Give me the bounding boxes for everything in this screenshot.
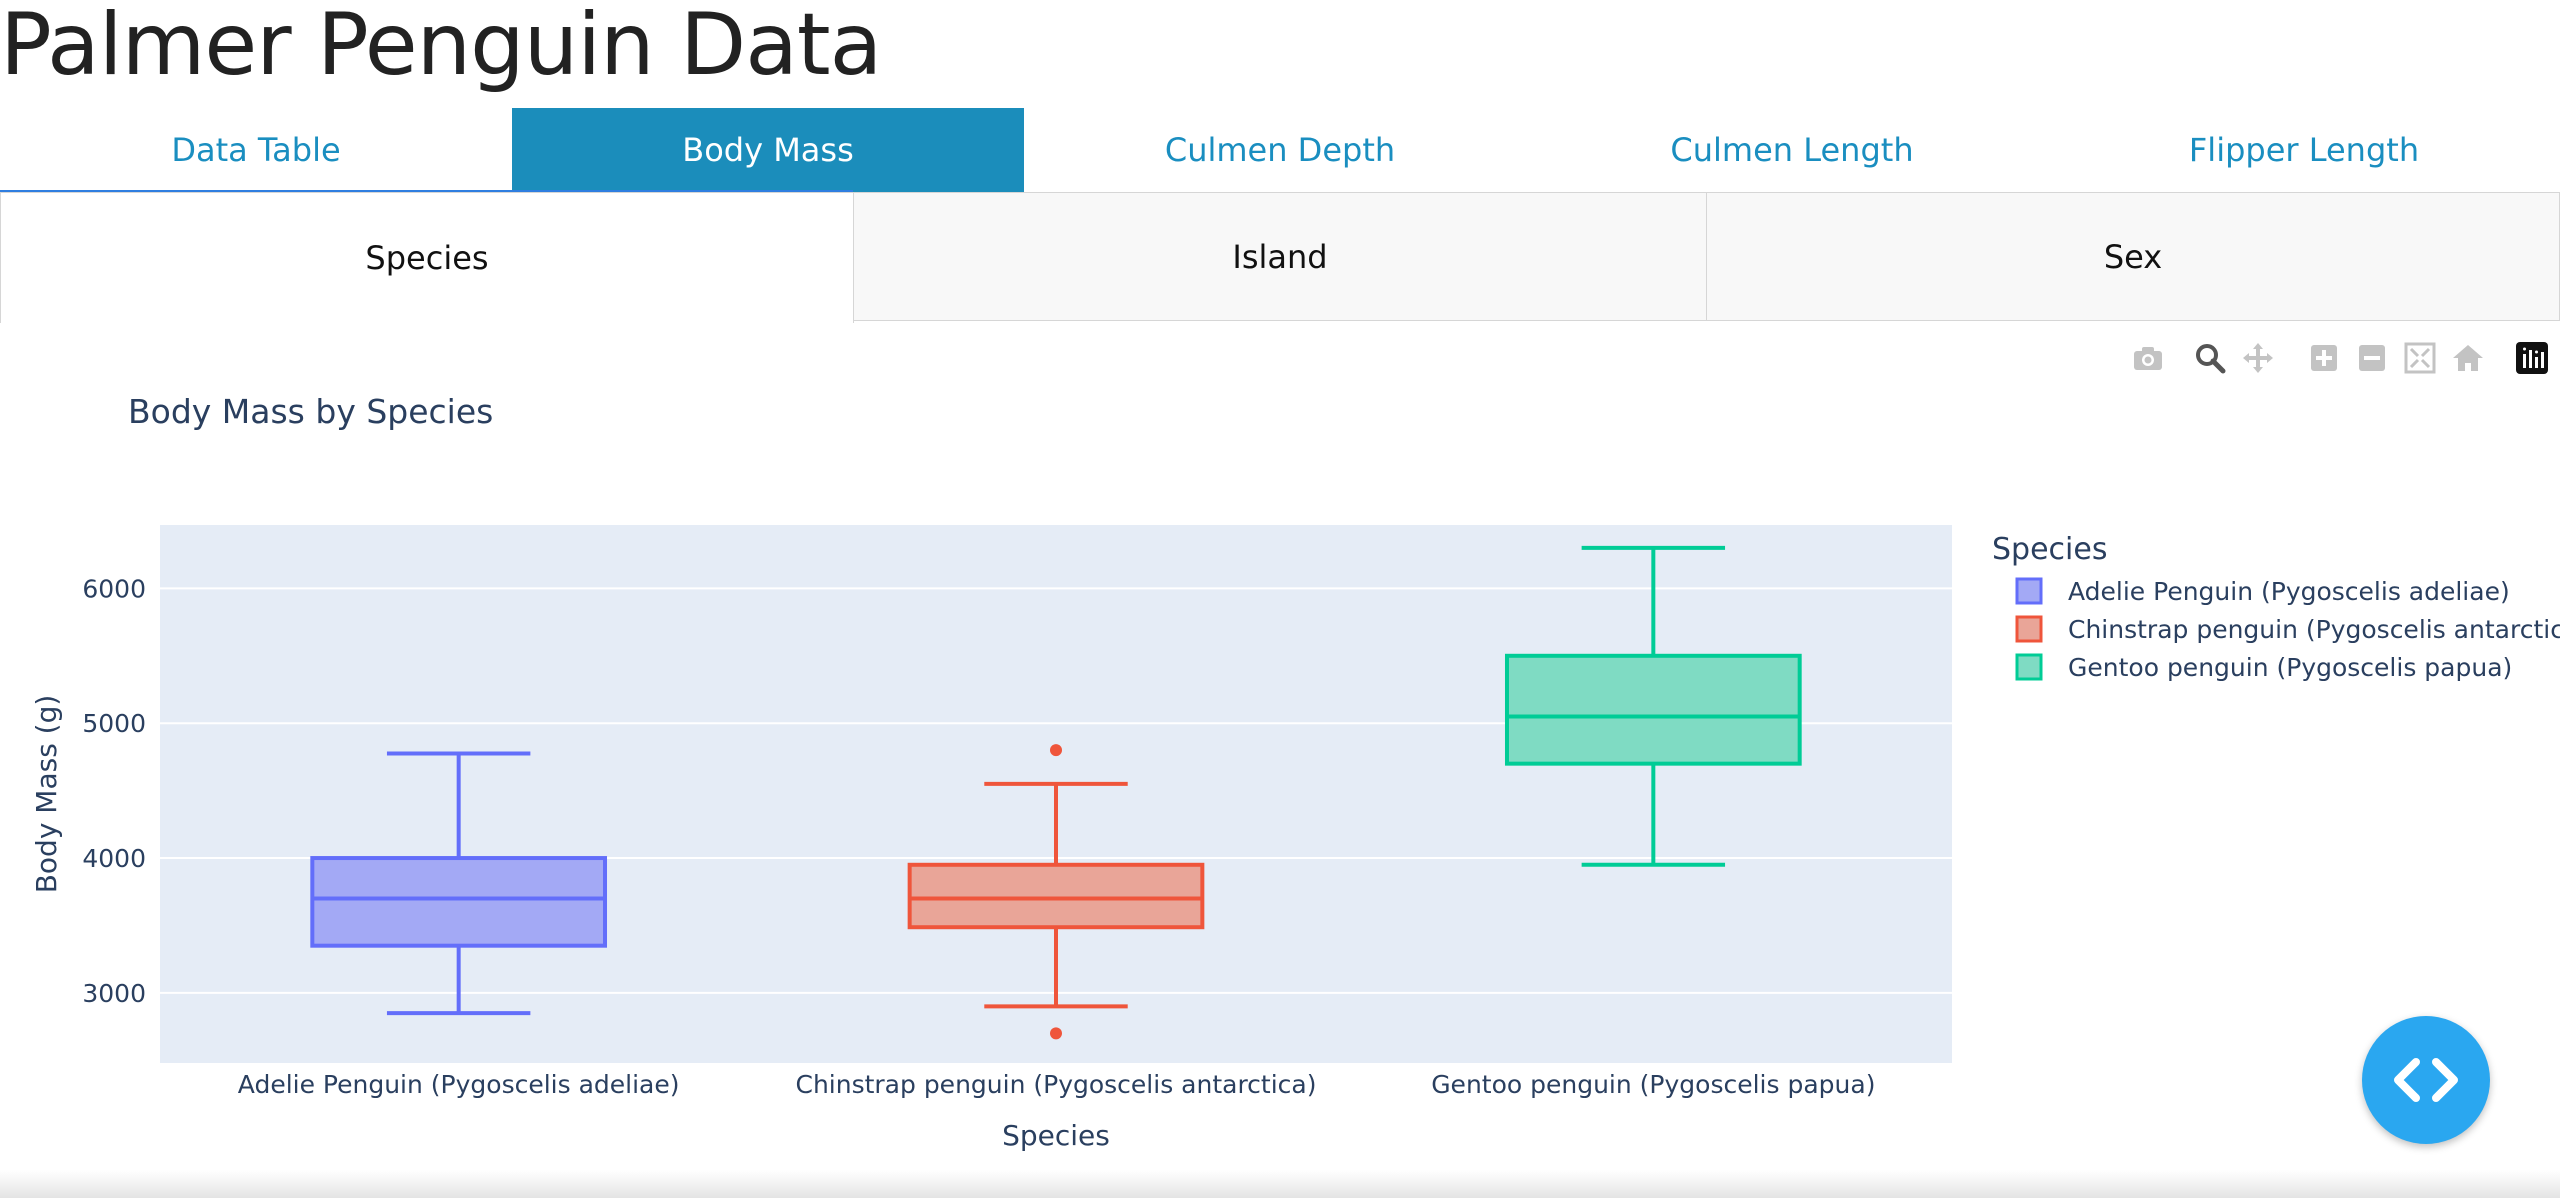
- active-tab-underline: [0, 190, 853, 193]
- box-trace[interactable]: [1504, 545, 1802, 867]
- legend-item[interactable]: Chinstrap penguin (Pygoscelis antarctica…: [2015, 615, 2560, 644]
- y-tick-label: 5000: [82, 709, 146, 738]
- code-toggle-button[interactable]: [2362, 1016, 2490, 1144]
- box-trace[interactable]: [907, 744, 1205, 1040]
- outlier-point: [1050, 1027, 1062, 1040]
- code-icon: [2394, 1058, 2458, 1102]
- sub-tabs: Species Island Sex: [0, 192, 2560, 323]
- legend-label: Gentoo penguin (Pygoscelis papua): [2068, 653, 2512, 682]
- x-tick-labels: Adelie Penguin (Pygoscelis adeliae) Chins…: [238, 1070, 1876, 1099]
- zoom-icon[interactable]: [2192, 340, 2228, 376]
- x-tick-label: Chinstrap penguin (Pygoscelis antarctica…: [795, 1070, 1316, 1099]
- subtab-sex[interactable]: Sex: [1706, 192, 2560, 321]
- legend-item[interactable]: Gentoo penguin (Pygoscelis papua): [2015, 653, 2512, 682]
- plotly-logo-icon[interactable]: [2514, 340, 2550, 376]
- y-tick-label: 3000: [82, 979, 146, 1008]
- iqr-box: [907, 862, 1205, 930]
- autoscale-icon[interactable]: [2402, 340, 2438, 376]
- main-tabs: Data Table Body Mass Culmen Depth Culmen…: [0, 108, 2560, 192]
- box-traces[interactable]: [310, 545, 1802, 1040]
- tab-flipper-length[interactable]: Flipper Length: [2188, 131, 2420, 169]
- y-tick-label: 4000: [82, 844, 146, 873]
- iqr-box: [1504, 653, 1802, 766]
- legend-item[interactable]: Adelie Penguin (Pygoscelis adeliae): [2015, 577, 2510, 606]
- tab-culmen-length[interactable]: Culmen Length: [1670, 131, 1914, 169]
- x-tick-label: Gentoo penguin (Pygoscelis papua): [1431, 1070, 1875, 1099]
- tab-data-table[interactable]: Data Table: [171, 131, 341, 169]
- zoom-in-icon[interactable]: [2306, 340, 2342, 376]
- pan-icon[interactable]: [2240, 340, 2276, 376]
- y-tick-label: 6000: [82, 574, 146, 603]
- zoom-out-icon[interactable]: [2354, 340, 2390, 376]
- y-axis-title: Body Mass (g): [30, 695, 63, 894]
- legend-swatch: [2015, 615, 2043, 643]
- x-axis-title: Species: [1002, 1119, 1110, 1152]
- outlier-point: [1050, 744, 1062, 757]
- legend-title: Species: [1992, 532, 2107, 567]
- iqr-box: [310, 856, 608, 948]
- chart-title: Body Mass by Species: [128, 392, 493, 431]
- legend-swatch: [2015, 577, 2043, 605]
- legend-label: Adelie Penguin (Pygoscelis adeliae): [2068, 577, 2510, 606]
- tab-body-mass[interactable]: Body Mass: [512, 108, 1024, 192]
- y-tick-labels: 3000 4000 5000 6000: [82, 574, 146, 1008]
- legend-label: Chinstrap penguin (Pygoscelis antarctica…: [2068, 615, 2560, 644]
- box-trace[interactable]: [310, 751, 608, 1016]
- subtab-species[interactable]: Species: [0, 192, 854, 323]
- legend-swatch: [2015, 653, 2043, 681]
- subtab-island[interactable]: Island: [853, 192, 1707, 321]
- page-title: Palmer Penguin Data: [0, 0, 882, 95]
- camera-icon[interactable]: [2130, 340, 2166, 376]
- reset-axes-icon[interactable]: [2450, 340, 2486, 376]
- tab-culmen-depth[interactable]: Culmen Depth: [1164, 131, 1396, 169]
- plot-modebar: [2130, 340, 2560, 380]
- body-mass-box-chart: Body Mass by Species 3000 4000 5000 6000 Ad…: [30, 392, 2560, 1152]
- legend[interactable]: Adelie Penguin (Pygoscelis adeliae) Chins…: [2015, 577, 2560, 682]
- x-tick-label: Adelie Penguin (Pygoscelis adeliae): [238, 1070, 680, 1099]
- bottom-shadow: [0, 1170, 2560, 1198]
